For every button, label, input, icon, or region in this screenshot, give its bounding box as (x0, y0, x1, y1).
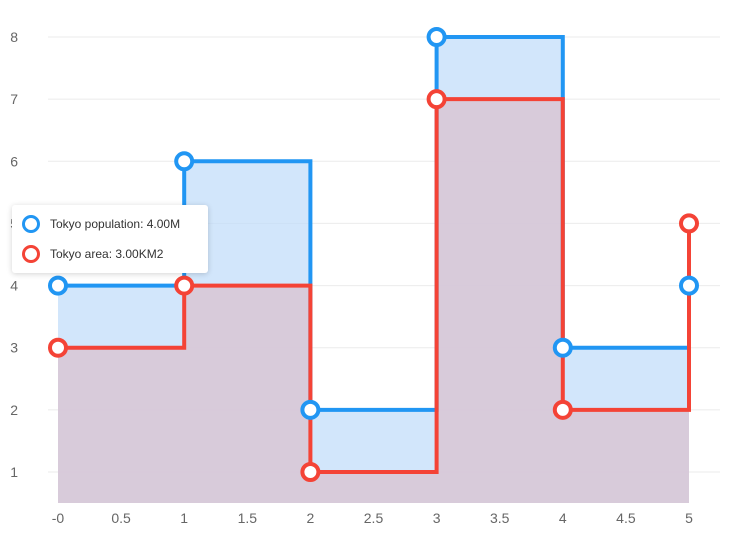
point-tokyo-area-2 (300, 462, 321, 482)
point-tokyo-population-4 (552, 337, 573, 358)
point-tokyo-area-3 (426, 89, 447, 110)
tooltip: Tokyo population: 4.00M Tokyo area: 3.00… (12, 205, 208, 273)
x-tick-label-1.5: 1.5 (238, 510, 258, 526)
tooltip-marker-population-icon (22, 215, 40, 233)
series-points (48, 27, 699, 482)
point-tokyo-population-0 (48, 275, 68, 296)
x-tick-label-4.5: 4.5 (616, 510, 636, 526)
series-lines (58, 35, 691, 474)
x-tick-label-4: 4 (559, 510, 567, 526)
point-tokyo-area-0 (48, 337, 68, 358)
y-tick-label-4: 4 (10, 278, 18, 294)
tooltip-row-area: Tokyo area: 3.00KM2 (22, 245, 163, 263)
area-fills (58, 37, 689, 504)
y-tick-label-3: 3 (10, 340, 18, 356)
point-tokyo-area-1 (174, 275, 195, 296)
tooltip-row-population: Tokyo population: 4.00M (22, 215, 180, 233)
y-tick-label-1: 1 (10, 464, 18, 480)
point-tokyo-population-1 (174, 151, 195, 172)
area-tokyo-area (58, 99, 689, 504)
y-tick-label-8: 8 (10, 29, 18, 45)
tooltip-marker-area-icon (22, 245, 40, 263)
tooltip-label-area: Tokyo area: 3.00KM2 (50, 247, 164, 261)
tooltip-label-population: Tokyo population: 4.00M (50, 217, 181, 231)
point-tokyo-population-5 (679, 275, 699, 296)
x-tick-label-2.5: 2.5 (364, 510, 384, 526)
point-tokyo-population-3 (426, 27, 447, 47)
x-tick-label-0.5: 0.5 (111, 510, 131, 526)
x-tick-label-3.5: 3.5 (490, 510, 510, 526)
y-tick-label-6: 6 (10, 153, 18, 169)
x-tick-label--0: -0 (52, 510, 65, 526)
x-tick-label-1: 1 (180, 510, 188, 526)
point-tokyo-area-4 (552, 399, 573, 420)
line-tokyo-area (58, 97, 691, 474)
x-tick-label-5: 5 (685, 510, 693, 526)
x-axis: -0 0.5 1 1.5 2 2.5 3 3.5 4 4.5 5 (52, 510, 693, 526)
y-tick-label-7: 7 (10, 91, 18, 107)
point-tokyo-area-5 (679, 213, 699, 234)
point-tokyo-population-2 (300, 399, 321, 420)
x-tick-label-3: 3 (433, 510, 441, 526)
x-tick-label-2: 2 (307, 510, 315, 526)
y-tick-label-2: 2 (10, 402, 18, 418)
